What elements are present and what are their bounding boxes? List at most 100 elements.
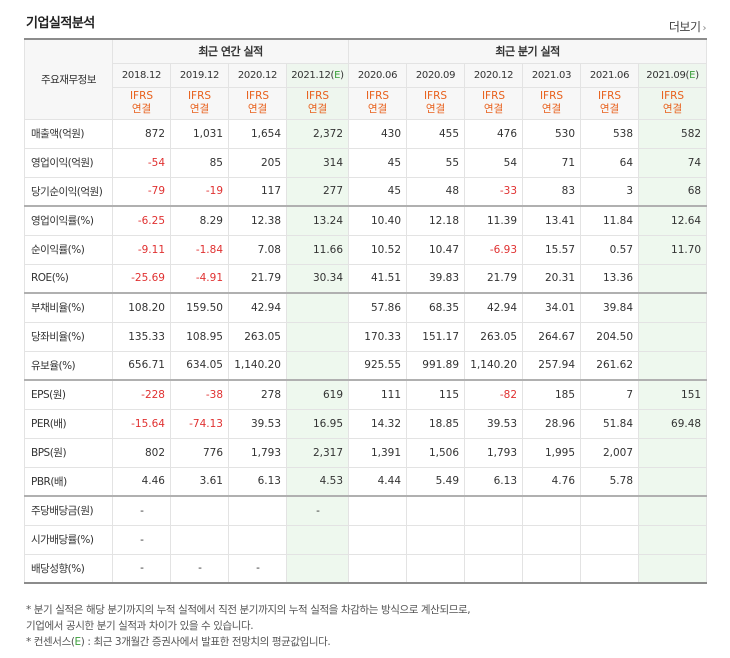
more-link[interactable]: 더보기 ›	[668, 18, 707, 35]
table-cell: 14.32	[348, 408, 408, 439]
table-row: BPS(원) 802 776 1,793 2,317 1,391 1,506 1,793 1,9…	[24, 437, 708, 468]
table-cell: -82	[464, 379, 524, 410]
table-cell: 2,317	[285, 437, 350, 468]
table-cell: 476	[464, 118, 524, 149]
table-cell	[285, 553, 350, 584]
table-cell: 71	[522, 147, 582, 178]
table-cell	[522, 553, 582, 584]
table-cell: 582	[638, 118, 708, 149]
table-cell: 15.57	[522, 234, 582, 265]
table-cell: 263.05	[228, 321, 287, 352]
row-label: EPS(원)	[24, 379, 113, 410]
table-cell	[285, 321, 350, 352]
table-cell: 45	[348, 176, 408, 207]
table-cell: 264.67	[522, 321, 582, 352]
footnote-1: * 분기 실적은 해당 분기까지의 누적 실적에서 직전 분기까지의 누적 실적…	[26, 604, 471, 616]
period-header: 2020.09	[406, 62, 466, 88]
table-cell: 83	[522, 176, 582, 207]
row-label: 영업이익률(%)	[24, 205, 113, 236]
table-cell: 6.13	[228, 466, 287, 497]
table-cell: -79	[112, 176, 171, 207]
table-cell	[348, 495, 408, 526]
table-cell: 925.55	[348, 350, 408, 381]
table-cell: 1,995	[522, 437, 582, 468]
row-label: 당좌비율(%)	[24, 321, 113, 352]
row-label: PBR(배)	[24, 466, 113, 497]
table-cell: 55	[406, 147, 466, 178]
period-header: 2021.03	[522, 62, 582, 88]
table-cell: 117	[228, 176, 287, 207]
table-cell	[638, 437, 708, 468]
footnote-3-prefix: * 컨센서스(	[26, 636, 75, 648]
table-cell: 68.35	[406, 292, 466, 323]
table-cell	[580, 524, 640, 555]
table-cell: 10.52	[348, 234, 408, 265]
table-cell: 5.49	[406, 466, 466, 497]
ifrs-header: IFRS 연결	[228, 86, 287, 120]
table-cell: -15.64	[112, 408, 171, 439]
table-cell: 69.48	[638, 408, 708, 439]
table-cell: 314	[285, 147, 350, 178]
row-label: 당기순이익(억원)	[24, 176, 113, 207]
table-cell	[170, 495, 229, 526]
table-cell: 12.38	[228, 205, 287, 236]
table-cell: -6.25	[112, 205, 171, 236]
section-title: 기업실적분석	[26, 16, 95, 31]
table-cell: 11.66	[285, 234, 350, 265]
table-row: 시가배당률(%) -	[24, 524, 708, 555]
estimate-mark: E	[74, 636, 82, 648]
table-cell: -	[112, 553, 171, 584]
table-cell: 18.85	[406, 408, 466, 439]
table-cell: -25.69	[112, 263, 171, 294]
table-cell: 51.84	[580, 408, 640, 439]
table-cell: 634.05	[170, 350, 229, 381]
table-cell: 3	[580, 176, 640, 207]
table-cell	[638, 524, 708, 555]
table-cell: 135.33	[112, 321, 171, 352]
annual-group-header: 최근 연간 실적	[111, 38, 350, 64]
table-cell: 3.61	[170, 466, 229, 497]
table-cell: -1.84	[170, 234, 229, 265]
table-cell: 108.95	[170, 321, 229, 352]
table-cell: 108.20	[112, 292, 171, 323]
table-cell: 2,372	[285, 118, 350, 149]
row-header-label: 주요재무정보	[24, 38, 113, 120]
row-label: PER(배)	[24, 408, 113, 439]
table-cell	[638, 495, 708, 526]
table-cell: 7.08	[228, 234, 287, 265]
table-cell	[406, 495, 466, 526]
table-cell: 170.33	[348, 321, 408, 352]
period-header: 2021.06	[580, 62, 640, 88]
row-label: ROE(%)	[24, 263, 113, 294]
table-cell: 57.86	[348, 292, 408, 323]
table-cell: 39.83	[406, 263, 466, 294]
table-cell	[580, 495, 640, 526]
table-cell: 776	[170, 437, 229, 468]
table-row: 부채비율(%) 108.20 159.50 42.94 57.86 68.35 42.94 3…	[24, 292, 708, 323]
row-label: 영업이익(억원)	[24, 147, 113, 178]
table-cell: -	[285, 495, 350, 526]
period-header: 2020.06	[348, 62, 408, 88]
row-label: 유보율(%)	[24, 350, 113, 381]
row-label: 순이익률(%)	[24, 234, 113, 265]
table-row: 배당성향(%) - - -	[24, 553, 708, 584]
table-row: 주당배당금(원) - -	[24, 495, 708, 526]
table-cell: 4.76	[522, 466, 582, 497]
table-cell: -	[228, 553, 287, 584]
period-header: 2019.12	[170, 62, 229, 88]
table-cell: 11.84	[580, 205, 640, 236]
table-cell: 151.17	[406, 321, 466, 352]
table-cell: 11.39	[464, 205, 524, 236]
chevron-right-icon: ›	[702, 23, 707, 34]
table-cell: 1,654	[228, 118, 287, 149]
table-cell: 30.34	[285, 263, 350, 294]
ifrs-header: IFRS 연결	[580, 86, 640, 120]
table-cell	[638, 350, 708, 381]
table-cell: 538	[580, 118, 640, 149]
more-label: 더보기	[668, 20, 701, 34]
table-cell: 159.50	[170, 292, 229, 323]
table-cell: -38	[170, 379, 229, 410]
table-cell: 39.53	[464, 408, 524, 439]
table-cell: 115	[406, 379, 466, 410]
table-cell: 204.50	[580, 321, 640, 352]
